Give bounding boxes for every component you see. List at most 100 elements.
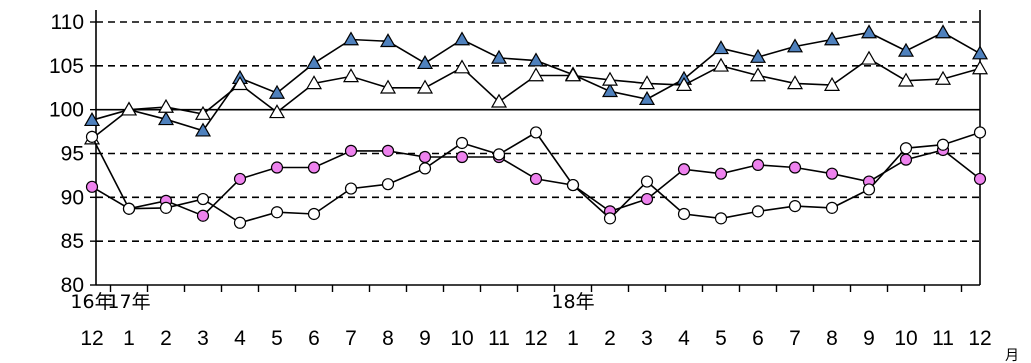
series-3-point-21 [862,183,876,196]
axes [90,10,981,292]
series-3-point-12 [529,126,543,139]
series-0-point-11 [490,49,508,64]
series-1 [83,50,989,145]
y-tick-label-95: 95 [61,143,84,166]
series-0-point-14 [601,83,619,98]
series-0-point-12 [527,52,545,67]
series-0-point-19 [786,38,804,53]
x-tick-label-12: 12 [524,327,547,350]
series-2-point-20 [825,167,839,180]
series-1-point-20 [823,76,841,91]
series-1-point-2 [157,98,175,113]
series-0-point-10 [453,31,471,46]
series-3-point-15 [640,175,654,188]
series-3 [85,126,987,229]
series-0-point-21 [860,24,878,39]
y-tick-label-80: 80 [61,274,84,297]
series-2-point-17 [714,167,728,180]
series-1-point-16 [675,76,693,91]
x-tick-label-22: 10 [894,327,917,350]
series-1-point-22 [897,72,915,87]
series-2-point-19 [788,161,802,174]
series-1-point-4 [231,76,249,91]
series-3-point-14 [603,212,617,225]
series-0-point-0 [83,111,101,127]
x-tick-label-15: 3 [641,327,653,350]
series-2-point-0 [85,180,99,193]
x-tick-label-20: 8 [826,327,838,350]
series-3-point-2 [159,201,173,214]
series-2-point-10 [455,150,469,164]
x-tick-label-4: 4 [234,327,246,350]
x-tick-label-9: 9 [419,327,431,350]
series-1-point-11 [490,93,508,108]
series-2-point-3 [196,209,210,222]
series-0-point-22 [897,42,915,57]
series-3-point-20 [825,201,839,214]
series-1-point-3 [194,105,212,120]
series-0-point-3 [194,122,212,137]
x-tick-label-17: 5 [715,327,727,350]
series-1-point-18 [749,67,767,82]
series-3-point-1 [122,202,136,215]
series-3-point-18 [751,205,765,218]
series-1-point-23 [934,70,952,85]
x-unit-label: 月 [1005,348,1019,363]
series-1-point-13 [564,67,582,82]
series-1-point-14 [601,71,619,86]
x-tick-label-6: 6 [308,327,320,350]
series-0-point-8 [379,33,397,48]
series-0-point-5 [268,84,286,99]
series-3-point-6 [307,207,321,221]
series-group [83,24,989,229]
series-2 [85,143,987,222]
series-3-point-24 [973,126,987,139]
series-2-point-15 [640,192,654,206]
series-3-point-8 [381,178,395,191]
series-2-point-9 [418,150,432,164]
x-tick-label-11: 11 [488,327,510,350]
x-tick-label-21: 9 [863,327,875,350]
y-tick-label-85: 85 [61,230,84,253]
series-1-point-19 [786,75,804,90]
y-tick-label-90: 90 [61,186,84,209]
series-3-point-16 [677,207,691,221]
series-3-point-10 [455,136,469,150]
series-0-point-24 [971,45,989,60]
series-2-point-24 [973,172,987,186]
series-2-point-6 [307,161,321,174]
series-1-point-5 [268,104,286,119]
series-3-point-22 [899,142,913,155]
series-3-point-5 [270,206,284,219]
series-2-point-12 [529,172,543,186]
x-tick-label-5: 5 [271,327,283,350]
series-3-point-17 [714,212,728,225]
series-2-point-18 [751,158,765,171]
series-1-point-12 [527,67,545,82]
series-3-point-3 [196,192,210,206]
series-0-point-18 [749,48,767,63]
series-0-point-15 [638,90,656,105]
x-tick-label-0: 12 [80,327,103,350]
series-0-point-17 [712,40,730,55]
series-1-point-8 [379,79,397,94]
series-2-point-22 [899,153,913,166]
series-1-point-7 [342,68,360,83]
x-tick-label-1: 1 [123,327,135,350]
x-tick-label-23: 11 [932,327,954,350]
series-3-point-19 [788,200,802,213]
series-3-point-0 [85,130,99,143]
series-0-point-7 [342,31,360,46]
series-0-point-9 [416,54,434,70]
series-2-point-8 [381,144,395,157]
series-3-point-11 [492,148,506,161]
series-1-point-17 [712,57,730,72]
series-0-point-23 [934,24,952,39]
series-0-point-6 [305,54,323,70]
x-tick-label-2: 2 [160,327,172,350]
year-label-0: 16年 [70,291,113,313]
x-tick-label-16: 4 [678,327,690,350]
series-3-point-4 [233,216,247,229]
series-0-point-20 [823,31,841,46]
